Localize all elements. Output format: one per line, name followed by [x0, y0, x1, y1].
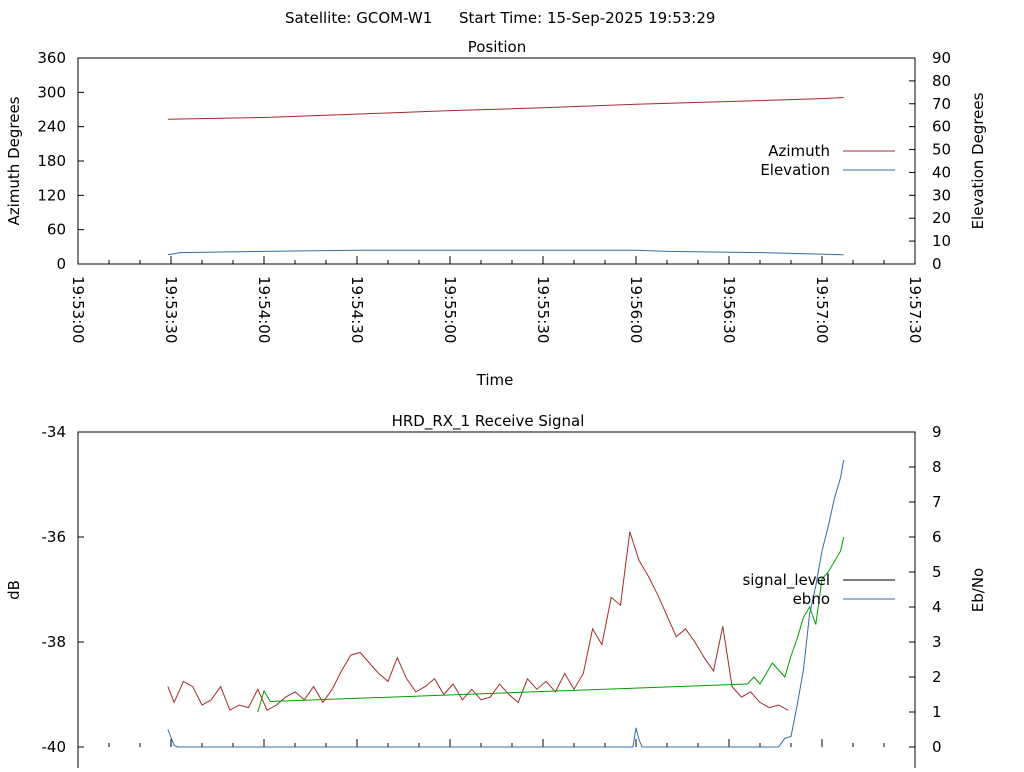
y2-tick-label: 3: [932, 633, 942, 651]
x-tick-label: 19:53:30: [162, 276, 180, 343]
series-line-Azimuth: [167, 97, 844, 120]
signal-title: HRD_RX_1 Receive Signal: [392, 412, 585, 431]
signal-ticks: -40 -38 -36 -34 0 1 2 3 4 5 6 7 8 9: [42, 423, 942, 756]
y2-tick-label: 0: [932, 255, 942, 273]
x-tick-label: 19:53:00: [69, 276, 87, 343]
y2-tick-label: 20: [932, 209, 951, 227]
y-tick-label: 60: [47, 221, 66, 239]
y-tick-label: -34: [42, 423, 67, 441]
y-tick-label: -40: [42, 738, 67, 756]
signal-series: [167, 459, 845, 748]
legend-label-Azimuth: Azimuth: [768, 142, 830, 160]
y-tick-label: 240: [37, 118, 66, 136]
y2-tick-label: 8: [932, 458, 942, 476]
legend-label-signal_level: signal_level: [742, 571, 830, 590]
x-tick-label: 19:54:00: [255, 276, 273, 343]
position-xlabel: Time: [476, 371, 514, 389]
position-chart: Position Time Azimuth Degrees Elevation …: [5, 38, 987, 389]
y2-tick-label: 1: [932, 703, 942, 721]
position-ylabel: Azimuth Degrees: [5, 96, 23, 225]
y-tick-label: 180: [37, 152, 66, 170]
y2-tick-label: 90: [932, 49, 951, 67]
y2-tick-label: 30: [932, 186, 951, 204]
start-time-label: Start Time: 15-Sep-2025 19:53:29: [459, 9, 715, 27]
signal-chart: HRD_RX_1 Receive Signal dB Eb/No -40-38-…: [5, 412, 987, 768]
legend-label-Elevation: Elevation: [760, 161, 830, 179]
y-tick-label: -36: [42, 528, 67, 546]
y2-tick-label: 2: [932, 668, 942, 686]
series-line-unlabeled: [257, 536, 845, 713]
signal-ylabel: dB: [5, 580, 23, 600]
y2-tick-label: 7: [932, 493, 942, 511]
y-tick-label: 120: [37, 186, 66, 204]
x-tick-label: 19:56:30: [720, 276, 738, 343]
position-series: [167, 97, 844, 256]
y-tick-label: 300: [37, 83, 66, 101]
signal-plot-frame: [77, 431, 916, 768]
signal-y2label: Eb/No: [969, 568, 987, 612]
series-line-signal_level: [167, 531, 789, 711]
y2-tick-label: 9: [932, 423, 942, 441]
y2-tick-label: 4: [932, 598, 942, 616]
y2-tick-label: 10: [932, 232, 951, 250]
position-y2label: Elevation Degrees: [969, 92, 987, 229]
y2-tick-label: 60: [932, 118, 951, 136]
y2-tick-label: 6: [932, 528, 942, 546]
series-line-ebno: [167, 459, 845, 748]
x-tick-label: 19:55:00: [441, 276, 459, 343]
y2-tick-label: 0: [932, 738, 942, 756]
y-tick-label: 360: [37, 49, 66, 67]
x-tick-label: 19:56:00: [627, 276, 645, 343]
x-tick-label: 19:55:30: [534, 276, 552, 343]
position-ticks: 0 60 120 180 240 300 360 0 10 20 30 40 50 60 70 80 90 19:…: [37, 49, 951, 343]
x-tick-label: 19:57:30: [906, 276, 924, 343]
y-tick-label: 0: [56, 255, 66, 273]
y2-tick-label: 70: [932, 95, 951, 113]
x-tick-label: 19:54:30: [348, 276, 366, 343]
series-line-Elevation: [167, 249, 844, 256]
legend-label-ebno: ebno: [793, 590, 830, 608]
satellite-label: Satellite: GCOM-W1: [285, 9, 432, 27]
y-tick-label: -38: [42, 633, 67, 651]
y2-tick-label: 40: [932, 163, 951, 181]
y2-tick-label: 80: [932, 72, 951, 90]
y2-tick-label: 50: [932, 141, 951, 159]
y2-tick-label: 5: [932, 563, 942, 581]
x-tick-label: 19:57:00: [813, 276, 831, 343]
position-title: Position: [468, 38, 526, 56]
